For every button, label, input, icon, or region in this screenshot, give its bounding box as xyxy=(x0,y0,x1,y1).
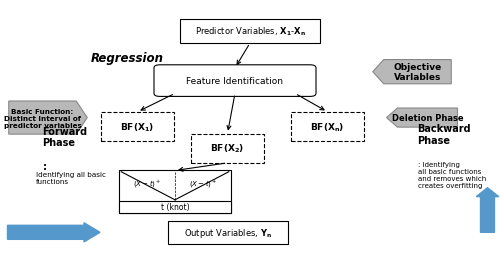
Text: $(X-t)^+$: $(X-t)^+$ xyxy=(132,178,161,189)
Bar xyxy=(119,201,231,213)
FancyArrow shape xyxy=(476,188,498,232)
Text: $\mathbf{BF(X_n)}$: $\mathbf{BF(X_n)}$ xyxy=(310,121,344,133)
Bar xyxy=(119,171,231,213)
FancyArrow shape xyxy=(8,223,100,242)
Polygon shape xyxy=(9,102,88,135)
Text: : Identifying
all basic functions
and removes which
creates overfitting: : Identifying all basic functions and re… xyxy=(418,162,486,189)
Text: :: : xyxy=(42,161,46,171)
Text: $\mathbf{BF(X_2)}$: $\mathbf{BF(X_2)}$ xyxy=(210,142,244,155)
Text: Identifying all basic
functions: Identifying all basic functions xyxy=(36,171,106,184)
Text: Forward
Phase: Forward Phase xyxy=(42,126,88,148)
FancyBboxPatch shape xyxy=(154,66,316,97)
Text: Basic Function:
Distinct Interval of
predictor variables: Basic Function: Distinct Interval of pre… xyxy=(4,108,82,128)
Bar xyxy=(291,112,364,141)
Bar xyxy=(101,112,174,141)
Text: Deletion Phase: Deletion Phase xyxy=(392,114,464,123)
Bar xyxy=(168,221,288,244)
Text: Output Variables, $\mathbf{Y_n}$: Output Variables, $\mathbf{Y_n}$ xyxy=(184,226,272,239)
Text: Backward
Phase: Backward Phase xyxy=(418,124,471,145)
Text: $\mathbf{BF(X_1)}$: $\mathbf{BF(X_1)}$ xyxy=(120,121,154,133)
Bar xyxy=(191,134,264,163)
Text: Feature Identification: Feature Identification xyxy=(186,77,284,86)
Text: Objective
Varlables: Objective Varlables xyxy=(394,63,442,82)
Text: Predictor Variables, $\mathbf{X_1}$-$\mathbf{X_n}$: Predictor Variables, $\mathbf{X_1}$-$\ma… xyxy=(194,25,306,38)
Text: t (knot): t (knot) xyxy=(160,202,190,212)
Bar xyxy=(180,20,320,44)
Text: $(X-t)^+$: $(X-t)^+$ xyxy=(189,178,218,189)
Text: Regression: Regression xyxy=(91,52,164,65)
Polygon shape xyxy=(386,109,458,128)
Polygon shape xyxy=(372,60,451,84)
